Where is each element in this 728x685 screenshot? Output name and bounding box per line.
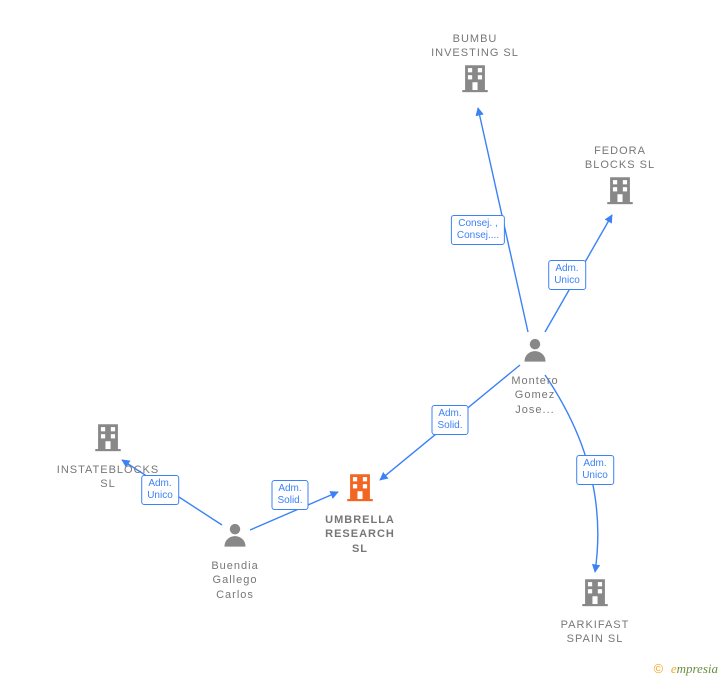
node-bumbu: BUMBU INVESTING SL bbox=[415, 28, 535, 100]
node-label: FEDORA BLOCKS SL bbox=[560, 144, 680, 173]
building-icon bbox=[535, 575, 655, 614]
building-icon bbox=[415, 61, 535, 100]
node-fedora: FEDORA BLOCKS SL bbox=[560, 140, 680, 212]
building-icon bbox=[560, 173, 680, 212]
node-buendia: Buendia Gallego Carlos bbox=[175, 520, 295, 602]
node-parkifast: PARKIFAST SPAIN SL bbox=[535, 575, 655, 647]
person-icon bbox=[475, 335, 595, 370]
edge-label-montero-fedora: Adm. Unico bbox=[548, 260, 586, 290]
edge-label-montero-bumbu: Consej. , Consej.... bbox=[451, 215, 505, 245]
copyright-symbol: © bbox=[654, 661, 664, 676]
edge-label-buendia-instate: Adm. Unico bbox=[141, 475, 179, 505]
edge-label-buendia-umbrella: Adm. Solid. bbox=[271, 480, 308, 510]
node-label: PARKIFAST SPAIN SL bbox=[535, 618, 655, 647]
node-label: BUMBU INVESTING SL bbox=[415, 32, 535, 61]
building-icon bbox=[300, 470, 420, 509]
building-icon bbox=[48, 420, 168, 459]
node-montero: Montero Gomez Jose... bbox=[475, 335, 595, 417]
node-label: Montero Gomez Jose... bbox=[475, 374, 595, 417]
edge-label-montero-parkifast: Adm. Unico bbox=[576, 455, 614, 485]
node-label: Buendia Gallego Carlos bbox=[175, 559, 295, 602]
brand-rest: mpresia bbox=[677, 661, 718, 676]
person-icon bbox=[175, 520, 295, 555]
node-label: UMBRELLA RESEARCH SL bbox=[300, 513, 420, 556]
node-umbrella: UMBRELLA RESEARCH SL bbox=[300, 470, 420, 556]
watermark: © empresia bbox=[654, 661, 718, 677]
edge-label-montero-umbrella: Adm. Solid. bbox=[431, 405, 468, 435]
